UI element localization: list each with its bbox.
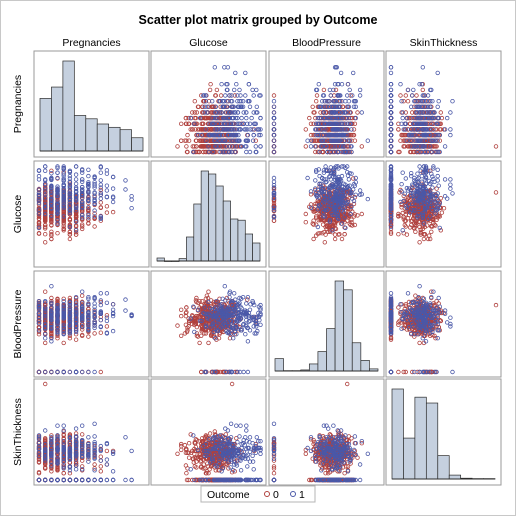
- histogram-bar: [63, 61, 74, 151]
- histogram-bar: [245, 234, 252, 261]
- histogram-bar: [253, 243, 260, 261]
- histogram-bar: [109, 127, 120, 151]
- column-label-glucose: Glucose: [189, 37, 228, 49]
- cell-pregnancies-glucose: [151, 51, 266, 157]
- chart-title: Scatter plot matrix grouped by Outcome: [139, 13, 378, 27]
- row-label-glucose: Glucose: [12, 195, 24, 234]
- column-label-bloodpressure: BloodPressure: [292, 37, 361, 49]
- histogram-bar: [201, 171, 208, 261]
- cell-border: [269, 161, 384, 267]
- cell-pregnancies-bloodpressure: [269, 51, 384, 157]
- cell-glucose-skinthickness: [386, 161, 501, 267]
- histogram-bar: [194, 204, 201, 261]
- row-label-bloodpressure: BloodPressure: [12, 289, 24, 358]
- histogram-bar: [74, 115, 85, 151]
- cell-bloodpressure-pregnancies: [34, 271, 149, 377]
- cell-pregnancies-skinthickness: [386, 51, 501, 157]
- cell-pregnancies-pregnancies: [34, 51, 149, 157]
- cell-glucose-bloodpressure: [269, 161, 384, 267]
- histogram-bar: [223, 201, 230, 261]
- histogram-bar: [40, 98, 51, 151]
- histogram-bar: [97, 124, 108, 151]
- histogram-bar: [209, 174, 216, 261]
- histogram-bar: [132, 138, 143, 151]
- row-label-skinthickness: SkinThickness: [12, 398, 24, 466]
- column-label-skinthickness: SkinThickness: [410, 37, 478, 49]
- column-label-pregnancies: Pregnancies: [62, 37, 120, 49]
- histogram-bar: [186, 237, 193, 261]
- histogram-bar: [238, 220, 245, 261]
- histogram-bar: [120, 130, 131, 151]
- histogram-bar: [51, 87, 62, 151]
- histogram-bar: [231, 219, 238, 261]
- cell-glucose-glucose: [151, 161, 266, 267]
- histogram-bar: [216, 186, 223, 261]
- cell-glucose-pregnancies: [34, 161, 149, 267]
- row-label-pregnancies: Pregnancies: [12, 75, 24, 133]
- histogram-bar: [86, 119, 97, 151]
